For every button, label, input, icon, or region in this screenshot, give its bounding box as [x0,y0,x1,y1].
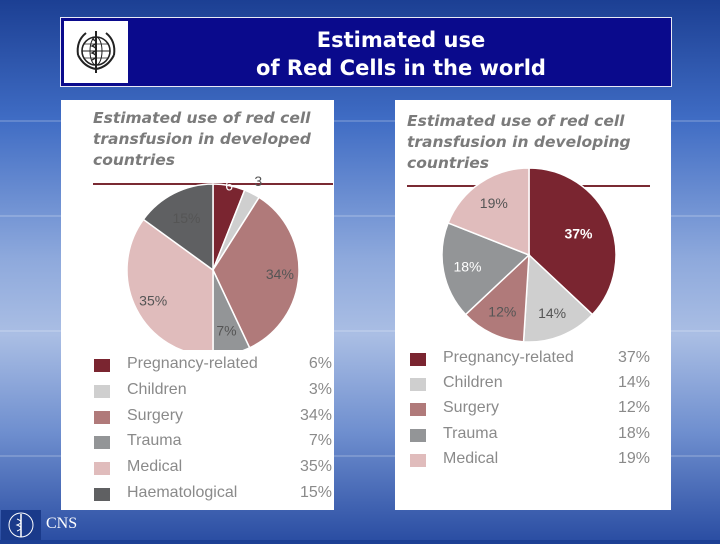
legend-swatch [94,462,110,476]
chart-title-line: countries [93,151,176,169]
legend-value: 7% [308,432,332,450]
legend-swatch [94,384,110,398]
legend-item: Pregnancy-related 6% [94,355,332,377]
legend-item: Haematological 15% [94,484,332,506]
legend-item: Trauma 18% [410,425,650,447]
slide-title-line-2: of Red Cells in the world [256,56,546,80]
legend-label: Children [127,380,187,398]
slice-label: 34% [266,266,294,282]
slice-label: 7% [216,322,236,338]
slice-label: 12% [488,304,516,320]
pie-slice-pregnancy-related [528,167,617,316]
pie-slice-surgery [212,196,300,349]
background-streak [0,455,720,457]
footer-label: CNS [46,515,78,532]
pie-slice-children [522,253,594,343]
legend-swatch [94,488,110,501]
legend-label: Medical [443,449,499,467]
legend-swatch [410,403,426,417]
legend-value: 14% [617,374,650,392]
legend-label: Surgery [443,399,500,417]
slice-label: 15% [172,210,200,226]
slide-title: Estimated use of Red Cells in the world [151,26,651,82]
developed-countries-panel: Estimated use of red cell transfusion in… [61,100,334,510]
chart-title-line: transfusion in developed [93,130,311,148]
legend-value: 12% [617,399,650,417]
chart-title: Estimated use of red cell transfusion in… [407,111,647,174]
legend-swatch [410,353,426,366]
caduceus-icon [8,512,34,538]
background-streak [0,330,720,332]
legend-value: 18% [617,424,650,442]
legend-item: Surgery 12% [410,399,650,421]
legend-swatch [94,359,110,372]
who-emblem-icon [76,31,116,73]
legend-value: 15% [299,484,332,501]
slice-label: 6 [225,178,233,194]
slice-label: 3 [254,173,262,189]
pie-slice-medical [447,167,530,257]
slide-title-line-1: Estimated use [316,28,486,52]
developing-countries-panel: Estimated use of red cell transfusion in… [395,100,671,510]
legend-label: Pregnancy-related [127,355,258,372]
legend-item: Medical 35% [94,458,332,480]
chart-title-line: Estimated use of red cell [407,112,625,130]
legend-label: Medical [127,458,183,476]
chart-title: Estimated use of red cell transfusion in… [93,108,333,171]
legend-label: Trauma [127,432,182,450]
pie-slice-medical [126,218,214,350]
legend-item: Medical 19% [410,450,650,472]
who-emblem [64,21,128,83]
legend-label: Trauma [443,424,498,442]
legend-label: Pregnancy-related [443,349,574,366]
legend-swatch [410,378,426,392]
slide-header: Estimated use of Red Cells in the world [60,17,672,87]
legend-value: 35% [299,458,332,476]
chart-title-line: countries [407,154,490,172]
chart-title-line: transfusion in developing [407,133,631,151]
legend-item: Surgery 34% [94,407,332,429]
legend-swatch [410,428,426,442]
pie-slice-trauma [212,269,251,350]
pie-slice-haematological [142,183,214,272]
cns-logo [1,510,41,540]
legend-item: Children 14% [410,374,650,396]
legend-swatch [410,453,426,467]
legend-item: Trauma 7% [94,432,332,454]
legend-item: Children 3% [94,381,332,403]
slice-label: 37% [564,226,593,242]
legend-value: 6% [308,355,332,372]
legend-value: 37% [617,349,650,366]
pie-slice-trauma [441,221,531,316]
legend-swatch [94,410,110,424]
slice-label: 35% [139,293,167,309]
pie-slice-surgery [464,253,530,343]
background-streak [0,215,720,217]
legend-value: 34% [299,406,332,424]
slice-label: 19% [480,195,508,211]
background-streak [0,120,720,122]
developing-pie-chart: 37% 14% 12% 18% 19% [441,167,617,343]
slice-label: 18% [453,259,481,275]
developed-pie-chart: 6 3 34% 7% 35% 15% [126,173,300,350]
legend-label: Children [443,374,503,392]
legend-label: Haematological [127,484,238,501]
slice-label: 14% [538,305,566,321]
legend-value: 3% [308,380,332,398]
legend-item: Pregnancy-related 37% [410,349,650,371]
legend-swatch [94,436,110,450]
chart-title-line: Estimated use of red cell [93,109,311,127]
legend-label: Surgery [127,406,184,424]
legend-value: 19% [617,449,650,467]
